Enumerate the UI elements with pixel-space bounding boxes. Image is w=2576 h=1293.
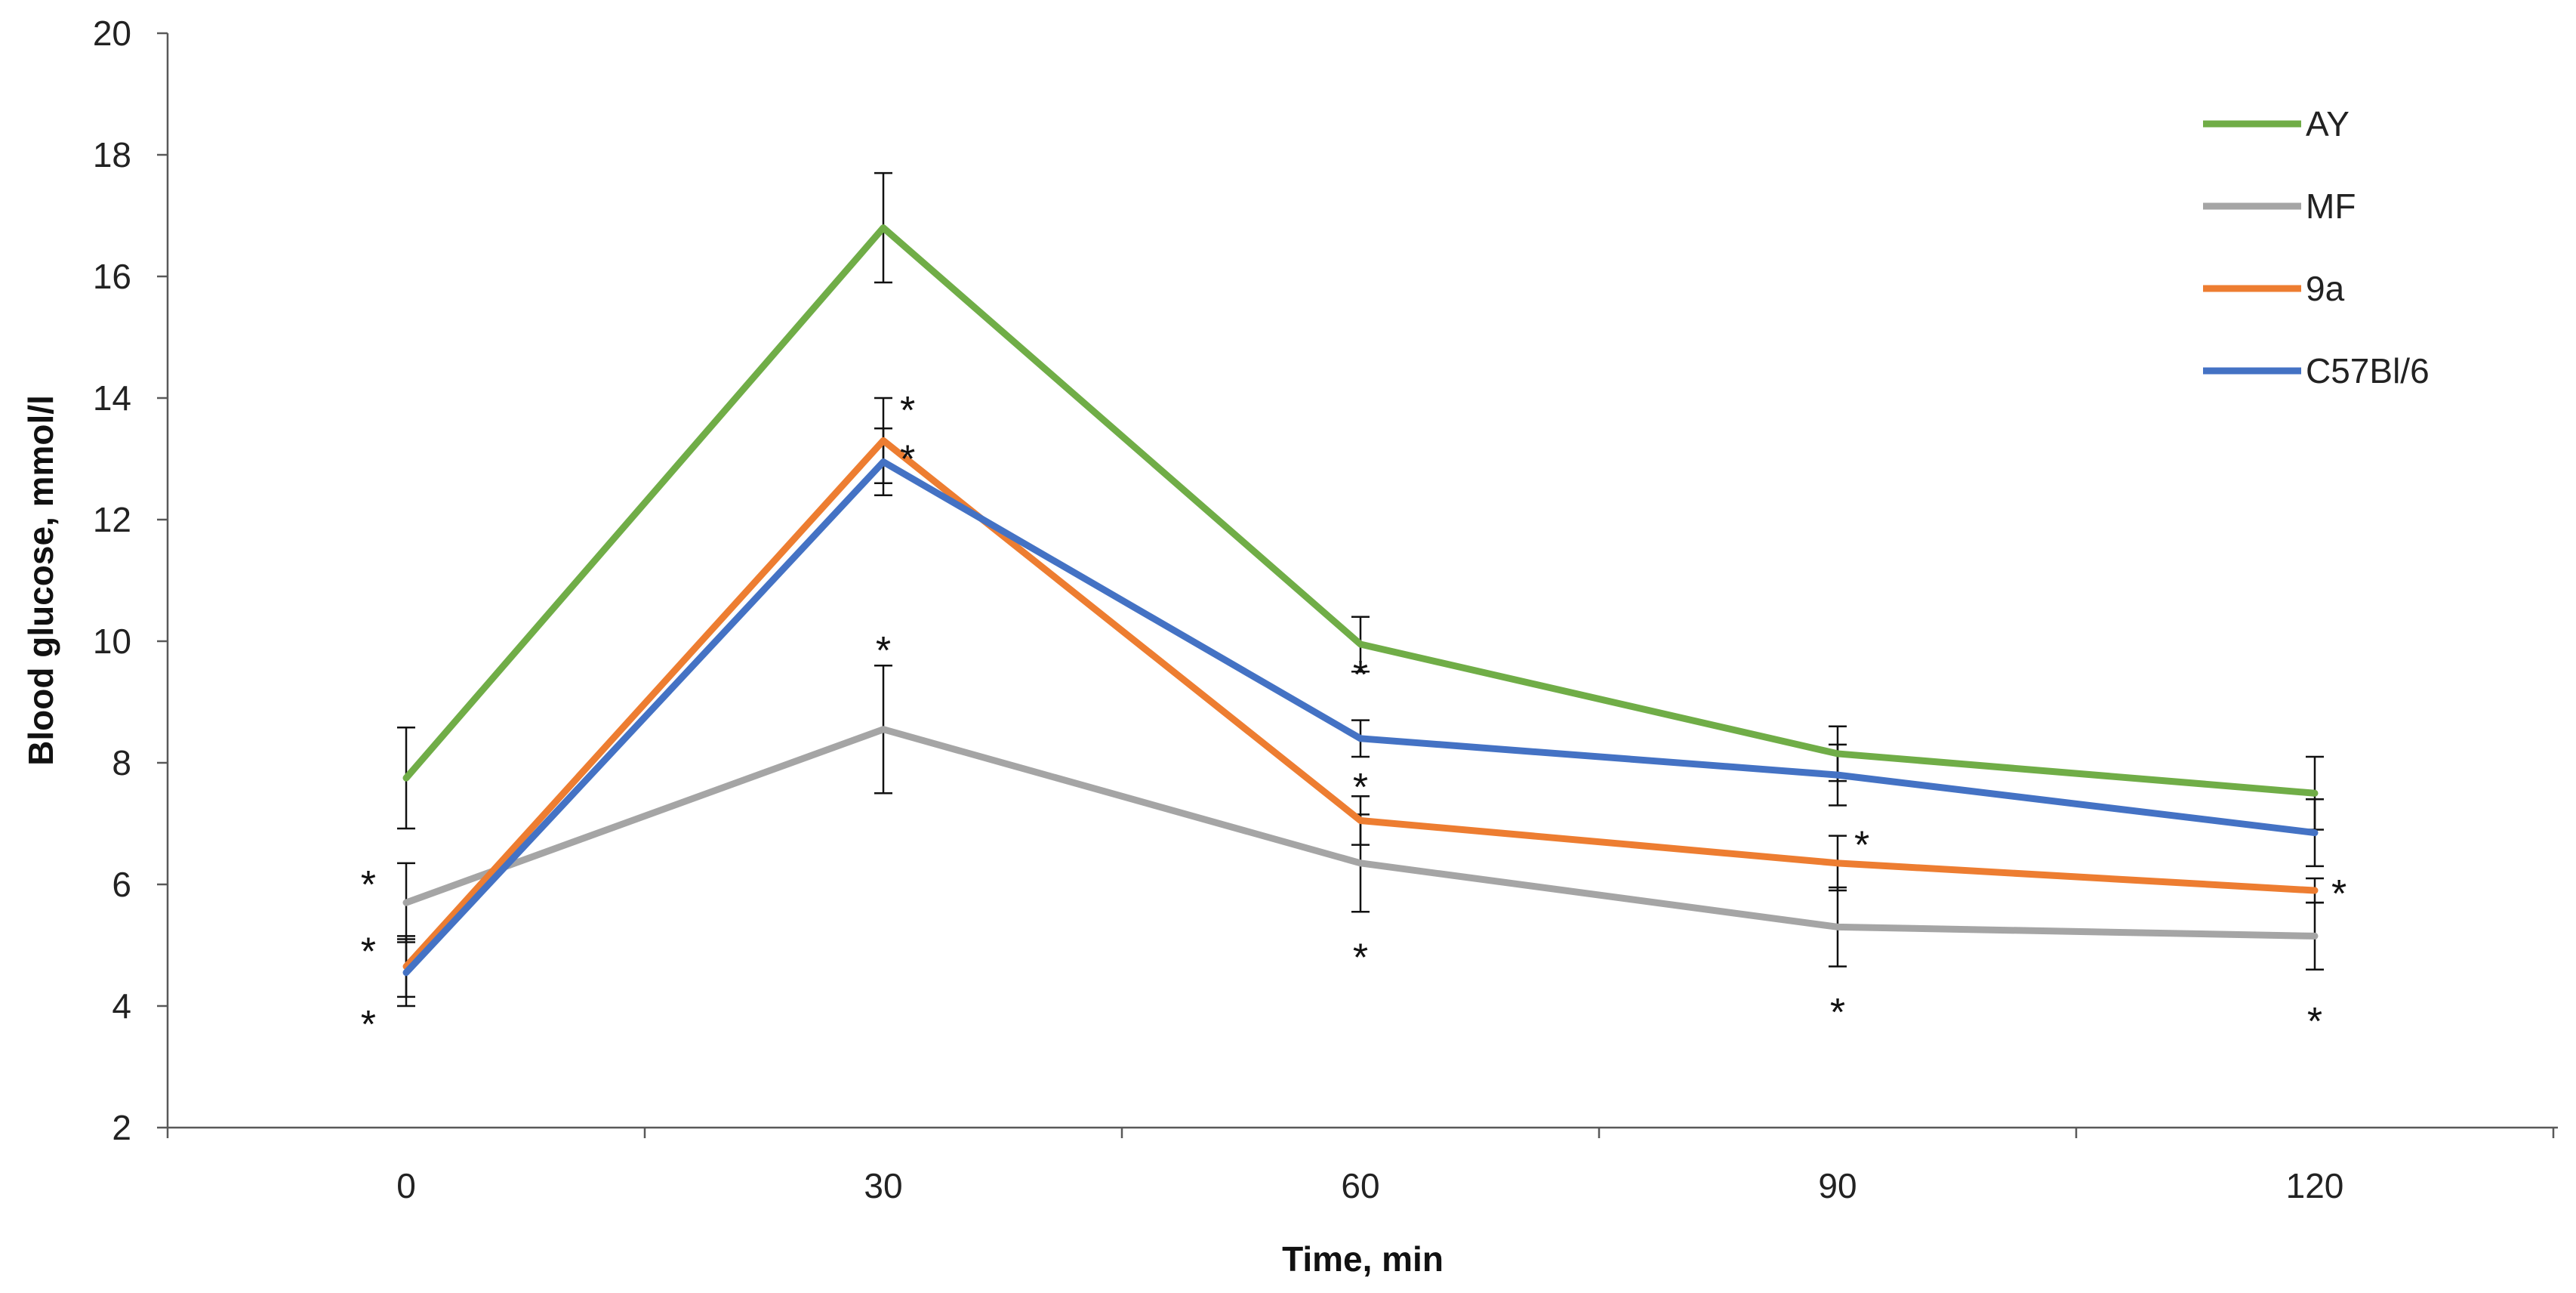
x-tick-label: 0	[396, 1166, 416, 1205]
axes: 2 4 6 8 10 12 14 16 18 20 0 30 60 90 120	[93, 14, 2558, 1205]
significance-mark: *	[361, 1003, 376, 1047]
legend-label-ay: AY	[2306, 104, 2350, 143]
series-line-ay	[402, 224, 2319, 797]
significance-mark: *	[1353, 766, 1368, 810]
significance-mark: *	[900, 437, 915, 481]
significance-mark: *	[1830, 991, 1845, 1035]
legend-label-9a: 9a	[2306, 269, 2345, 308]
y-tick-label: 12	[93, 500, 131, 539]
series-line-c57bl-6	[402, 458, 2319, 977]
x-axis-title: Time, min	[1282, 1239, 1444, 1279]
significance-mark: *	[900, 389, 915, 433]
significance-mark: *	[361, 863, 376, 907]
significance-mark: *	[1854, 824, 1869, 868]
y-tick-label: 8	[112, 743, 131, 782]
series-line-mf	[402, 726, 2319, 940]
series-line-9a	[402, 437, 2319, 971]
x-tick-label: 90	[1818, 1166, 1857, 1205]
y-tick-label: 4	[112, 986, 131, 1026]
error-bars	[397, 171, 2324, 1008]
significance-mark: *	[361, 930, 376, 974]
significance-mark: *	[2307, 1000, 2322, 1044]
y-tick-label: 6	[112, 865, 131, 904]
significance-mark: *	[2331, 872, 2346, 916]
y-tick-label: 2	[112, 1108, 131, 1147]
y-tick-label: 10	[93, 622, 131, 661]
y-tick-label: 18	[93, 135, 131, 174]
legend-label-mf: MF	[2306, 187, 2356, 226]
significance-mark: *	[1353, 653, 1368, 697]
y-tick-label: 16	[93, 257, 131, 296]
significance-mark: *	[1353, 937, 1368, 980]
series-lines	[402, 224, 2319, 977]
significance-mark: *	[876, 629, 891, 673]
x-tick-label: 60	[1341, 1166, 1379, 1205]
legend-label-c57bl-6: C57Bl/6	[2306, 351, 2430, 390]
legend: AY MF 9a C57Bl/6	[2203, 104, 2430, 390]
y-tick-label: 14	[93, 378, 131, 418]
x-tick-label: 120	[2286, 1166, 2344, 1205]
y-tick-label: 20	[93, 14, 131, 53]
y-axis-title: Blood glucose, mmol/l	[21, 395, 60, 766]
x-tick-label: 30	[864, 1166, 902, 1205]
significance-annotations: *************	[361, 389, 2347, 1047]
